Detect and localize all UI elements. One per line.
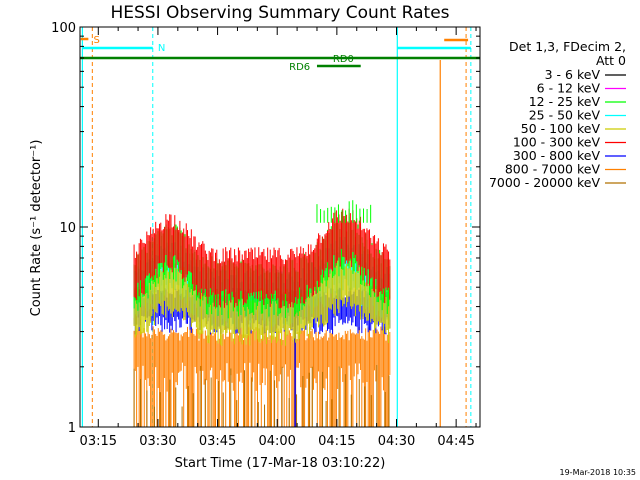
x-tick-label: 03:15 <box>80 434 117 449</box>
legend-label: 300 - 800 keV <box>513 148 601 163</box>
legend-label: 6 - 12 keV <box>537 81 601 96</box>
legend-header-line-2: Att 0 <box>596 53 626 68</box>
x-tick-label: 04:15 <box>318 434 355 449</box>
rd6-label: RD6 <box>289 62 310 73</box>
x-tick-label: 03:45 <box>199 434 236 449</box>
legend-label: 100 - 300 keV <box>513 135 601 150</box>
y-tick-label: 1 <box>68 421 76 436</box>
chart-title: HESSI Observing Summary Count Rates <box>110 3 449 23</box>
legend-label: 7000 - 20000 keV <box>489 175 600 190</box>
legend-label: 50 - 100 keV <box>521 121 601 136</box>
legend-label: 12 - 25 keV <box>529 94 601 109</box>
legend-label: 25 - 50 keV <box>529 108 601 123</box>
night-label: N <box>158 43 165 54</box>
footer-timestamp: 19-Mar-2018 10:35 <box>560 468 637 477</box>
legend-label: 800 - 7000 keV <box>505 162 601 177</box>
y-axis-label: Count Rate (s⁻¹ detector⁻¹) <box>29 140 44 317</box>
x-tick-label: 04:30 <box>378 434 415 449</box>
series-7000-20000-kev <box>133 364 390 427</box>
x-axis-label: Start Time (17-Mar-18 03:10:22) <box>175 456 386 471</box>
y-tick-label: 10 <box>59 221 76 236</box>
series-12-25-kev-spikes <box>316 200 372 223</box>
x-tick-label: 03:30 <box>139 434 176 449</box>
x-tick-label: 04:00 <box>258 434 295 449</box>
series-100-to-300kev <box>133 208 391 309</box>
plot-area: S N RD0 RD6 1 10 100 03:15 03:30 03:45 04:00 04:15 0… <box>51 21 481 449</box>
rd0-label: RD0 <box>333 54 354 65</box>
y-tick-label: 100 <box>51 21 76 36</box>
x-tick-label: 04:45 <box>437 434 474 449</box>
legend-header-line-1: Det 1,3, FDecim 2, <box>509 39 626 54</box>
saa-label: S <box>94 35 100 46</box>
legend-label: 3 - 6 keV <box>545 67 601 82</box>
